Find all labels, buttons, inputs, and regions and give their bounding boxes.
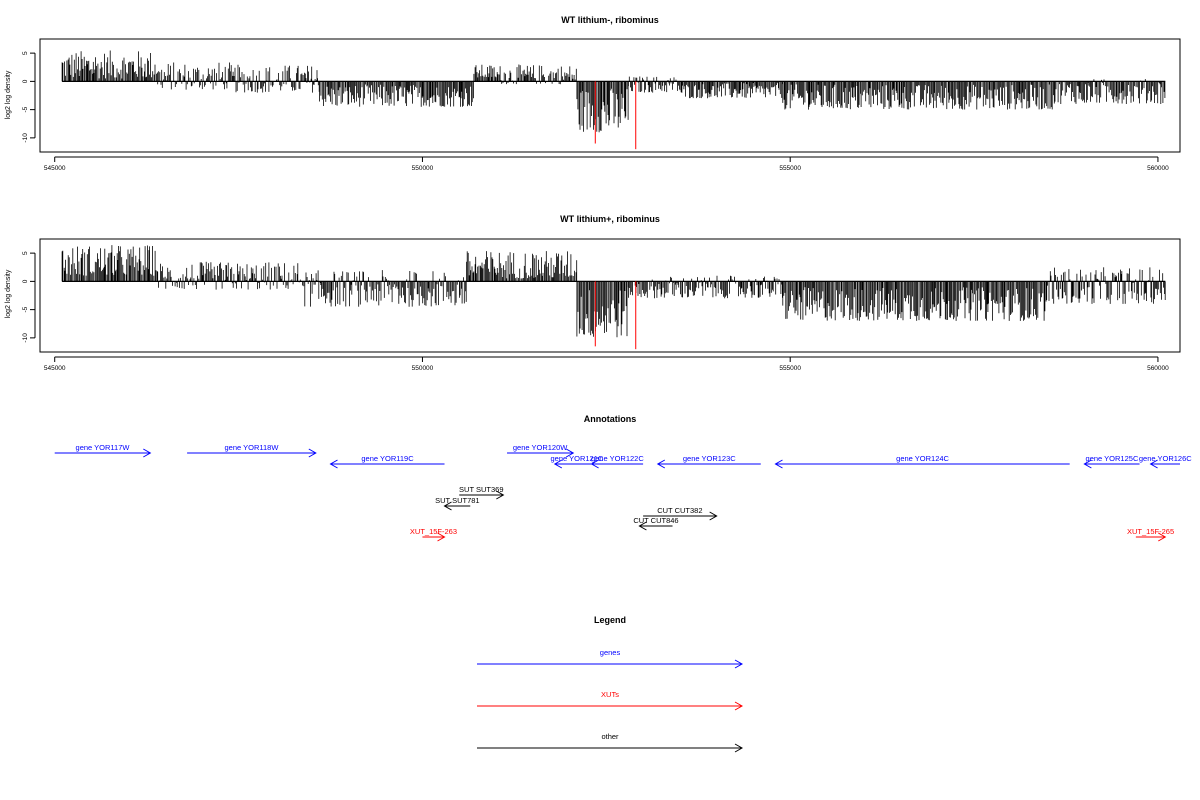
x-axis: 545000 550000 555000 560000 xyxy=(44,356,1169,372)
feature-arrow: gene YOR118W xyxy=(187,443,317,458)
legend-item: other xyxy=(477,732,744,753)
x-tick-label: 545000 xyxy=(44,365,66,372)
feature-label: CUT CUT382 xyxy=(657,506,702,515)
feature-label: gene YOR118W xyxy=(224,443,279,452)
plot-frame xyxy=(39,238,1181,353)
x-axis: 545000 550000 555000 560000 xyxy=(44,156,1169,172)
feature-label: gene YOR121C xyxy=(550,454,603,463)
feature-arrow: SUT SUT369 xyxy=(459,485,505,500)
chart-title: WT lithium+, ribominus xyxy=(560,214,660,224)
feature-label: XUT_15F-263 xyxy=(410,527,457,536)
feature-label: SUT SUT781 xyxy=(435,496,479,505)
y-tick-label: 5 xyxy=(22,251,29,255)
feature-arrow: CUT CUT846 xyxy=(633,516,679,531)
feature-arrow: gene YOR125C xyxy=(1083,454,1140,469)
x-tick-label: 550000 xyxy=(412,165,434,172)
feature-arrow: gene YOR122C xyxy=(590,454,644,469)
legend-label: other xyxy=(601,732,619,741)
legend-item: XUTs xyxy=(477,690,744,711)
feature-list: gene YOR117W gene YOR118W gene YOR119C gene… xyxy=(54,443,1192,542)
feature-label: gene YOR123C xyxy=(683,454,736,463)
coverage-bars xyxy=(61,245,1166,350)
coverage-bars xyxy=(61,50,1166,150)
y-tick-label: 0 xyxy=(22,279,29,283)
legend-item: genes xyxy=(477,648,744,669)
coverage-panel-lithium-plus: WT lithium+, ribominus log2 log density … xyxy=(5,214,1181,372)
annotations-track: Annotations gene YOR117W gene YOR118Wgene… xyxy=(54,414,1192,542)
y-tick-label: -5 xyxy=(22,106,29,112)
annotations-title: Annotations xyxy=(584,414,637,424)
legend-title: Legend xyxy=(594,615,626,625)
chart-title: WT lithium-, ribominus xyxy=(561,15,659,25)
feature-arrow: SUT SUT781 xyxy=(435,496,480,511)
feature-arrow: gene YOR124C xyxy=(774,454,1070,469)
feature-label: XUT_15F-265 xyxy=(1127,527,1174,536)
feature-label: gene YOR125C xyxy=(1086,454,1139,463)
feature-arrow: gene YOR123C xyxy=(656,454,761,469)
y-tick-label: -5 xyxy=(22,306,29,312)
legend: Legend genes XUTs other xyxy=(477,615,744,753)
x-tick-label: 560000 xyxy=(1147,365,1169,372)
plot-frame xyxy=(39,38,1181,153)
feature-label: gene YOR119C xyxy=(361,454,414,463)
x-tick-label: 550000 xyxy=(412,365,434,372)
feature-label: CUT CUT846 xyxy=(633,516,678,525)
y-axis-label: log2 log density xyxy=(5,70,12,119)
coverage-panel-lithium-minus: WT lithium-, ribominus log2 log density … xyxy=(5,15,1181,172)
y-axis-label: log2 log density xyxy=(5,269,12,318)
y-axis: 5 0 -5 -10 xyxy=(22,51,36,143)
feature-label: gene YOR124C xyxy=(896,454,949,463)
feature-arrow: XUT_15F-263 xyxy=(410,527,457,542)
feature-arrow: XUT_15F-265 xyxy=(1127,527,1174,542)
feature-arrow: gene YOR120W xyxy=(507,443,575,458)
x-tick-label: 555000 xyxy=(779,165,801,172)
legend-items: genes XUTs other xyxy=(477,648,744,753)
x-tick-label: 560000 xyxy=(1147,165,1169,172)
y-tick-label: 5 xyxy=(22,51,29,55)
x-tick-label: 545000 xyxy=(44,165,66,172)
feature-label: SUT SUT369 xyxy=(459,485,503,494)
feature-label: gene YOR126C xyxy=(1139,454,1192,463)
legend-label: XUTs xyxy=(601,690,619,699)
feature-arrow: gene YOR119C xyxy=(329,454,445,469)
feature-arrow: gene YOR117W xyxy=(54,443,152,458)
legend-label: genes xyxy=(600,648,621,657)
x-tick-label: 555000 xyxy=(779,365,801,372)
feature-label: gene YOR122C xyxy=(591,454,644,463)
feature-arrow: gene YOR126C xyxy=(1139,454,1192,469)
feature-label: gene YOR120W xyxy=(513,443,568,452)
feature-arrow: CUT CUT382 xyxy=(643,506,718,521)
y-tick-label: 0 xyxy=(22,79,29,83)
y-tick-label: -10 xyxy=(22,133,29,143)
y-axis: 5 0 -5 -10 xyxy=(22,251,36,343)
feature-label: gene YOR117W xyxy=(76,443,131,452)
y-tick-label: -10 xyxy=(22,333,29,343)
